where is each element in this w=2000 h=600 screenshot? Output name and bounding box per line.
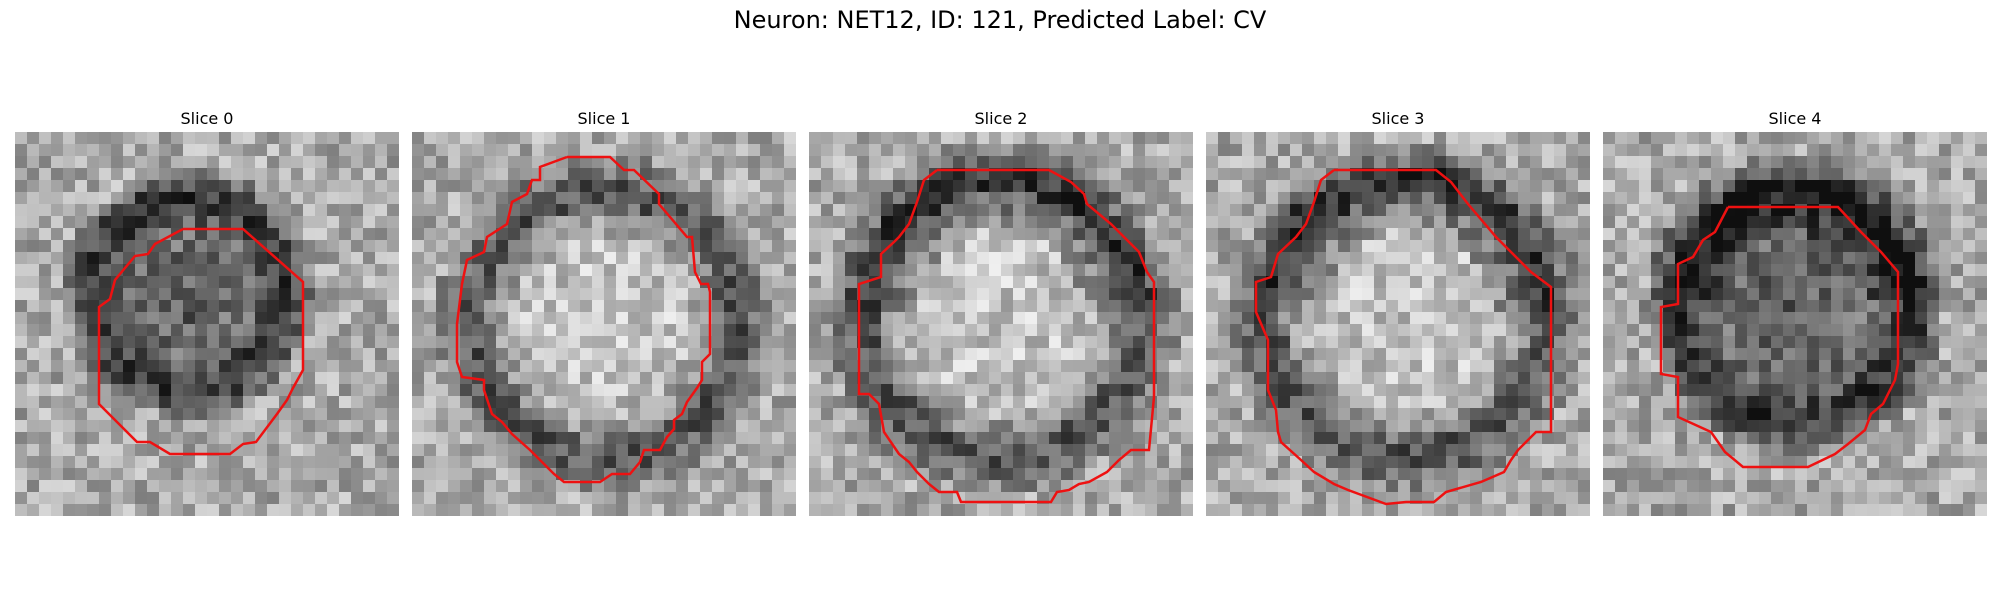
slice-panel-2: Slice 2 bbox=[809, 108, 1193, 516]
slice-title: Slice 3 bbox=[1206, 108, 1590, 132]
slice-image bbox=[809, 132, 1193, 516]
slice-title: Slice 2 bbox=[809, 108, 1193, 132]
roi-contour bbox=[15, 132, 399, 516]
slice-title: Slice 0 bbox=[15, 108, 399, 132]
slice-image bbox=[15, 132, 399, 516]
slice-panel-4: Slice 4 bbox=[1603, 108, 1987, 516]
figure-title: Neuron: NET12, ID: 121, Predicted Label:… bbox=[0, 6, 2000, 34]
roi-contour bbox=[1603, 132, 1987, 516]
slice-panel-0: Slice 0 bbox=[15, 108, 399, 516]
slice-title: Slice 1 bbox=[412, 108, 796, 132]
slice-image bbox=[412, 132, 796, 516]
slice-title: Slice 4 bbox=[1603, 108, 1987, 132]
roi-contour bbox=[809, 132, 1193, 516]
slice-image bbox=[1603, 132, 1987, 516]
slice-image bbox=[1206, 132, 1590, 516]
roi-contour bbox=[1206, 132, 1590, 516]
slice-panel-1: Slice 1 bbox=[412, 108, 796, 516]
roi-contour bbox=[412, 132, 796, 516]
slice-panel-3: Slice 3 bbox=[1206, 108, 1590, 516]
